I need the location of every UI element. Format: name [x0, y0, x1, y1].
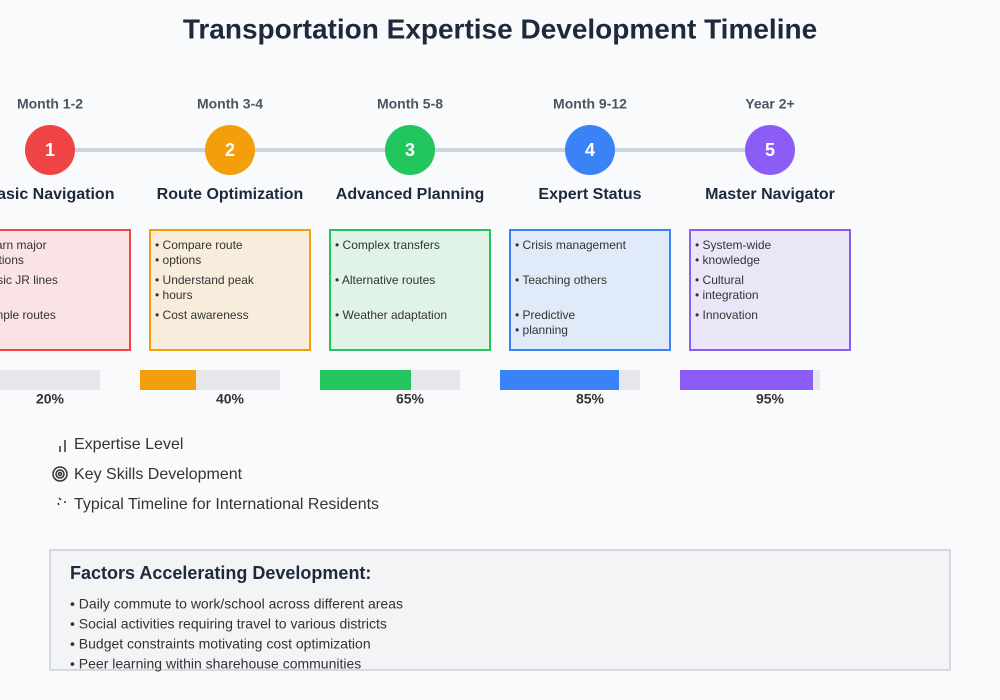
- progress-label: 20%: [36, 391, 65, 407]
- progress-label: 40%: [216, 391, 245, 407]
- factors-box: [49, 549, 951, 671]
- factors-title: Factors Accelerating Development:: [70, 563, 371, 583]
- skill-text: • integration: [695, 288, 759, 302]
- stage-number: 3: [405, 140, 415, 160]
- skill-text: • planning: [515, 323, 568, 337]
- skill-text: • System-wide: [695, 238, 772, 252]
- stage-circle: [205, 125, 255, 175]
- progress-label: 85%: [576, 391, 605, 407]
- skill-text: • Cost awareness: [155, 308, 249, 322]
- progress-bar: [320, 370, 411, 390]
- icon: [57, 471, 63, 477]
- stage-number: 1: [45, 140, 55, 160]
- stage-circle: [25, 125, 75, 175]
- stage-period: Month 1-2: [17, 96, 83, 112]
- factor-item: • Budget constraints motivating cost opt…: [70, 636, 371, 652]
- progress-label: 65%: [396, 391, 425, 407]
- progress-bar: [140, 370, 196, 390]
- stage-name: Advanced Planning: [336, 186, 484, 203]
- factor-item: • Peer learning within sharehouse commun…: [70, 656, 361, 672]
- skills-box: [0, 229, 131, 351]
- stage-period: Year 2+: [745, 96, 794, 112]
- skill-text: • Learn major: [0, 238, 47, 252]
- title: Transportation Expertise Development Tim…: [183, 13, 817, 44]
- stage-number: 4: [585, 140, 595, 160]
- skills-box: [509, 229, 671, 351]
- skill-text: • Teaching others: [515, 273, 607, 287]
- skill-text: • Simple routes: [0, 308, 56, 322]
- progress-track: [0, 370, 100, 390]
- skill-text: • stations: [0, 253, 24, 267]
- skill-text: • Basic JR lines: [0, 273, 58, 287]
- stage-circle: [745, 125, 795, 175]
- legend-text: Key Skills Development: [74, 466, 243, 483]
- progress-bar: [680, 370, 813, 390]
- progress-bar: [500, 370, 619, 390]
- icon: [52, 466, 68, 482]
- progress-label: 95%: [756, 391, 785, 407]
- icon: [57, 497, 66, 506]
- stage-number: 2: [225, 140, 235, 160]
- skill-text: • knowledge: [695, 253, 760, 267]
- skill-text: • Understand peak: [155, 273, 255, 287]
- stage-number: 5: [765, 140, 775, 160]
- factor-item: • Social activities requiring travel to …: [70, 616, 387, 632]
- skill-text: • Weather adaptation: [335, 308, 447, 322]
- legend-text: Typical Timeline for International Resid…: [74, 496, 379, 513]
- stage-period: Month 3-4: [197, 96, 263, 112]
- skills-box: [149, 229, 311, 351]
- stage-name: Basic Navigation: [0, 186, 114, 203]
- legend-text: Expertise Level: [74, 436, 183, 453]
- icon: [55, 469, 65, 479]
- legend-icons: [52, 440, 68, 506]
- stage-period: Month 5-8: [377, 96, 443, 112]
- stage-period: Month 9-12: [553, 96, 627, 112]
- stage-circle: [385, 125, 435, 175]
- stage-name: Expert Status: [538, 186, 641, 203]
- stage-circle: [565, 125, 615, 175]
- skill-text: • Innovation: [695, 308, 758, 322]
- skill-text: • Compare route: [155, 238, 243, 252]
- factor-item: • Daily commute to work/school across di…: [70, 596, 403, 612]
- skill-text: • options: [155, 253, 201, 267]
- skill-text: • Complex transfers: [335, 238, 440, 252]
- skill-text: • Predictive: [515, 308, 576, 322]
- skill-text: • Alternative routes: [335, 273, 435, 287]
- stage-name: Master Navigator: [705, 186, 835, 203]
- skills-box: [689, 229, 851, 351]
- skill-text: • Crisis management: [515, 238, 627, 252]
- stage-name: Route Optimization: [157, 186, 304, 203]
- skill-text: • Cultural: [695, 273, 744, 287]
- skills-box: [329, 229, 491, 351]
- skill-text: • hours: [155, 288, 193, 302]
